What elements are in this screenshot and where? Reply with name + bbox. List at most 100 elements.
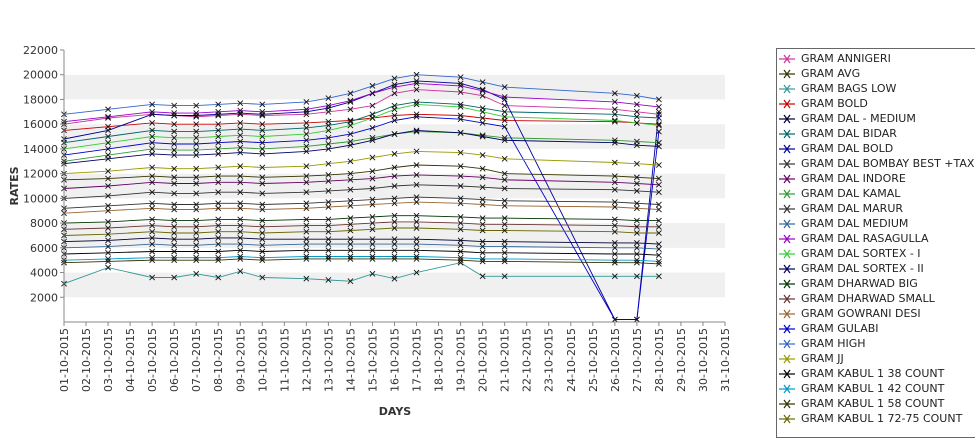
data-point bbox=[347, 221, 354, 228]
data-point bbox=[149, 101, 156, 108]
data-point bbox=[655, 122, 662, 129]
data-point bbox=[479, 115, 486, 121]
data-point bbox=[171, 223, 178, 230]
data-point bbox=[457, 254, 464, 261]
data-point bbox=[303, 173, 310, 180]
legend-label: GRAM DAL SORTEX - I bbox=[801, 247, 921, 260]
data-point bbox=[479, 152, 486, 159]
data-point bbox=[611, 111, 618, 118]
legend-item: GRAM DAL BOMBAY BEST +TAX bbox=[777, 157, 974, 171]
data-point bbox=[655, 181, 662, 188]
data-point bbox=[413, 225, 420, 231]
data-point bbox=[611, 179, 618, 186]
data-point bbox=[457, 129, 464, 136]
legend-marker-icon bbox=[779, 264, 795, 274]
data-point bbox=[237, 247, 244, 254]
data-point bbox=[237, 149, 244, 156]
data-point bbox=[413, 236, 420, 243]
series-line bbox=[63, 196, 659, 209]
data-point bbox=[215, 173, 222, 180]
x-tick-label: 20-10-2015 bbox=[477, 328, 490, 392]
data-point bbox=[347, 256, 354, 262]
data-point bbox=[259, 133, 266, 140]
data-point bbox=[193, 257, 200, 264]
data-point bbox=[149, 133, 156, 140]
data-point bbox=[215, 111, 222, 118]
data-point bbox=[369, 201, 376, 208]
legend-item: GRAM KABUL 1 58 COUNT bbox=[777, 397, 944, 411]
data-point bbox=[655, 175, 662, 182]
data-point bbox=[259, 121, 266, 128]
data-point bbox=[413, 99, 420, 105]
data-point bbox=[303, 179, 310, 186]
data-point bbox=[391, 117, 398, 124]
y-tick-label: 6000 bbox=[30, 242, 58, 255]
data-point bbox=[413, 241, 420, 248]
data-point bbox=[391, 200, 398, 207]
data-point bbox=[171, 147, 178, 154]
data-point bbox=[215, 205, 222, 212]
data-point bbox=[325, 145, 332, 152]
data-point bbox=[193, 206, 200, 213]
data-point bbox=[303, 106, 310, 113]
data-point bbox=[633, 257, 640, 264]
data-point bbox=[325, 178, 332, 184]
data-point bbox=[171, 121, 178, 128]
data-point bbox=[391, 173, 398, 180]
data-point bbox=[325, 204, 332, 210]
data-point bbox=[259, 111, 266, 118]
data-point bbox=[259, 257, 266, 264]
data-point bbox=[149, 127, 156, 134]
data-point bbox=[105, 202, 111, 209]
x-tick-label: 02-10-2015 bbox=[80, 328, 93, 392]
data-point bbox=[105, 175, 111, 182]
data-point bbox=[633, 251, 640, 257]
data-point bbox=[369, 102, 376, 109]
legend-label: GRAM BAGS LOW bbox=[801, 82, 897, 95]
data-point bbox=[391, 84, 398, 91]
data-point bbox=[149, 200, 156, 207]
legend-marker-icon bbox=[779, 234, 795, 244]
data-point bbox=[193, 201, 200, 208]
legend-item: GRAM AVG bbox=[777, 67, 860, 81]
data-point bbox=[479, 174, 486, 181]
data-point bbox=[391, 90, 398, 97]
data-point bbox=[237, 173, 244, 180]
data-point bbox=[479, 201, 486, 208]
data-point bbox=[413, 212, 420, 219]
data-point bbox=[193, 174, 200, 181]
data-point bbox=[237, 163, 244, 170]
legend-marker-icon bbox=[779, 84, 795, 94]
data-point bbox=[303, 253, 310, 260]
data-point bbox=[369, 220, 376, 227]
data-point bbox=[105, 183, 111, 189]
grid-band bbox=[64, 297, 725, 322]
legend-item: GRAM DAL MARUR bbox=[777, 202, 903, 216]
data-point bbox=[633, 205, 640, 212]
data-point bbox=[633, 92, 640, 99]
data-point bbox=[171, 165, 178, 172]
data-point bbox=[391, 150, 398, 157]
data-point bbox=[215, 241, 222, 248]
data-point bbox=[611, 259, 618, 266]
data-point bbox=[193, 152, 200, 159]
y-tick-label: 8000 bbox=[30, 217, 58, 230]
data-point bbox=[347, 241, 354, 248]
data-point bbox=[325, 199, 332, 205]
data-point bbox=[149, 139, 156, 146]
data-point bbox=[369, 236, 376, 243]
data-point bbox=[413, 127, 420, 134]
series-line bbox=[63, 243, 659, 250]
legend-label: GRAM DAL BOLD bbox=[801, 142, 894, 155]
data-point bbox=[655, 273, 662, 280]
data-point bbox=[369, 241, 376, 248]
data-point bbox=[215, 145, 222, 152]
data-point bbox=[413, 77, 420, 84]
data-point bbox=[501, 256, 508, 262]
data-point bbox=[215, 139, 222, 146]
data-point bbox=[611, 199, 618, 205]
data-point bbox=[369, 253, 376, 260]
data-point bbox=[611, 228, 618, 235]
data-point bbox=[259, 242, 266, 249]
data-point bbox=[259, 274, 266, 281]
